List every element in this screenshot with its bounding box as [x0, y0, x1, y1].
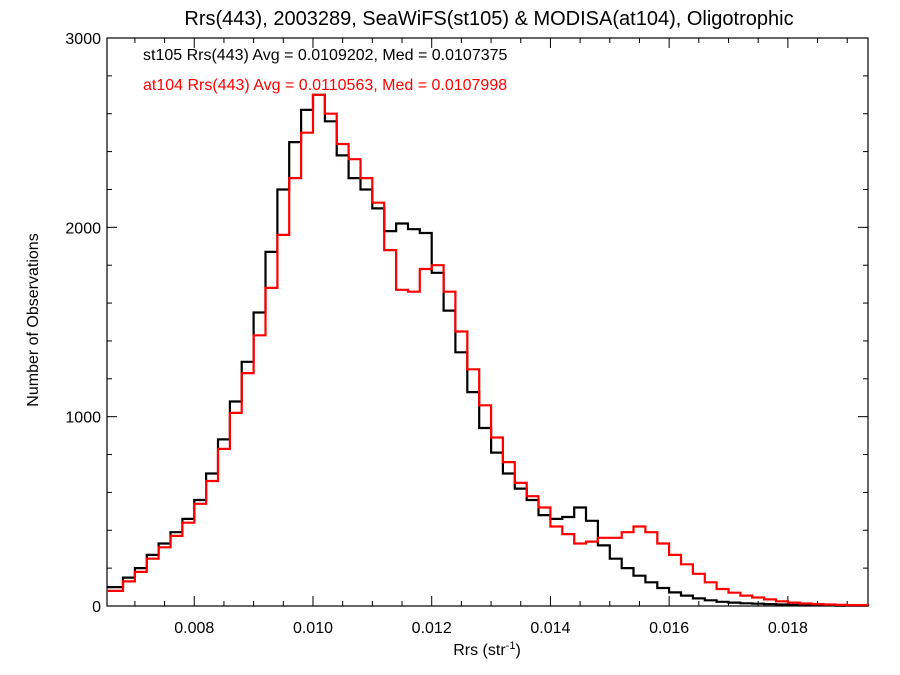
x-tick-label: 0.018 — [768, 620, 808, 637]
x-axis-label-close: ) — [515, 642, 520, 659]
y-tick-label: 0 — [92, 599, 101, 616]
x-axis-label-sup: -1 — [506, 640, 516, 652]
x-axis-label-main: Rrs (str — [453, 642, 506, 659]
x-axis-label: Rrs (str-1) — [453, 640, 521, 659]
series-lines — [107, 93, 870, 607]
y-tick-label: 2000 — [65, 220, 101, 237]
y-tick-label: 1000 — [65, 410, 101, 427]
series-line-2 — [107, 93, 870, 607]
plot-area — [106, 37, 869, 607]
x-tick-label: 0.012 — [412, 620, 452, 637]
series-line-1 — [107, 93, 870, 607]
axis-tick-labels: 0.008 0.010 0.012 0.014 0.016 0.018 0 1000 2000 3… — [65, 31, 808, 637]
x-tick-label: 0.008 — [174, 620, 214, 637]
plot-frame — [106, 37, 869, 607]
y-axis-label: Number of Observations — [25, 233, 42, 406]
legend-entry-2: at104 Rrs(443) Avg = 0.0110563, Med = 0.… — [143, 77, 507, 94]
legend-entry-1: st105 Rrs(443) Avg = 0.0109202, Med = 0.… — [143, 47, 508, 64]
y-tick-label: 3000 — [65, 31, 101, 48]
axis-ticks — [107, 37, 868, 607]
x-tick-label: 0.014 — [530, 620, 570, 637]
x-tick-label: 0.010 — [293, 620, 333, 637]
legend: st105 Rrs(443) Avg = 0.0109202, Med = 0.… — [143, 47, 508, 94]
chart-title: Rrs(443), 2003289, SeaWiFS(st105) & MODI… — [184, 8, 793, 30]
x-tick-label: 0.016 — [649, 620, 689, 637]
